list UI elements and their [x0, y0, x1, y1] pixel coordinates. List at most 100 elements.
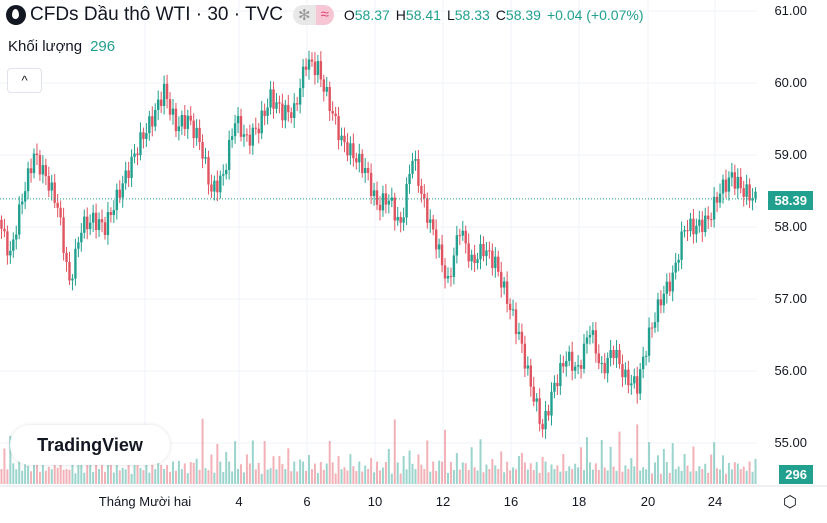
- volume-bar: [417, 454, 420, 484]
- candle-body: [210, 184, 213, 192]
- symbol-title[interactable]: CFDs Dầu thô WTI · 30 · TVC: [30, 4, 284, 25]
- candle-body: [154, 109, 157, 127]
- candle-body: [65, 252, 68, 262]
- volume-bar: [370, 457, 373, 484]
- candle-body: [118, 189, 121, 198]
- volume-bar: [603, 467, 606, 484]
- candle-body: [532, 386, 535, 402]
- volume-bar: [201, 418, 204, 484]
- volume-bar: [293, 461, 296, 484]
- y-tick-label: 60.00: [774, 75, 807, 90]
- candle-body: [579, 365, 583, 369]
- candle-body: [47, 176, 50, 191]
- ohlc-key: H: [395, 7, 406, 23]
- candle-body: [647, 327, 651, 356]
- candle-body: [145, 133, 148, 139]
- candle-body: [12, 239, 15, 251]
- volume-bar: [251, 440, 254, 484]
- candle-body: [251, 127, 255, 146]
- volume-bar: [373, 472, 376, 484]
- market-status-icon[interactable]: ✻: [293, 5, 316, 25]
- candle-body: [695, 225, 698, 235]
- candle-body: [295, 103, 299, 105]
- volume-bar: [535, 461, 538, 484]
- tradingview-logo[interactable]: TradingView: [10, 425, 170, 465]
- volume-bar: [340, 469, 343, 484]
- volume-bar: [157, 460, 160, 484]
- volume-bar: [376, 461, 379, 484]
- candle-body: [588, 334, 592, 338]
- candle-body: [461, 230, 464, 236]
- candle-body: [378, 204, 382, 211]
- candle-body: [520, 331, 524, 344]
- volume-bar: [281, 463, 284, 484]
- candle-body: [162, 83, 166, 106]
- candle-body: [429, 219, 432, 223]
- ohlc-key: C: [495, 7, 506, 23]
- volume-bar: [565, 471, 568, 484]
- candle-body: [186, 115, 189, 129]
- volume-bar: [432, 461, 435, 484]
- volume-bar: [364, 465, 367, 484]
- status-pills[interactable]: ✻ ≈: [293, 5, 334, 25]
- candle-body: [638, 369, 642, 394]
- candle-body: [680, 231, 683, 260]
- candle-body: [340, 135, 343, 141]
- candle-body: [6, 231, 9, 256]
- candle-body: [115, 189, 119, 211]
- volume-bar: [577, 467, 580, 484]
- volume-bar: [438, 460, 441, 484]
- volume-bar: [497, 469, 500, 484]
- candle-body: [473, 254, 476, 264]
- candle-body: [550, 391, 553, 416]
- candle-body: [151, 116, 154, 127]
- volume-bar: [272, 456, 275, 484]
- candle-body: [650, 327, 654, 329]
- volume-bar: [47, 466, 50, 484]
- x-tick-label: 16: [503, 494, 519, 509]
- volume-bar: [748, 461, 751, 484]
- volume-bar: [325, 463, 328, 484]
- volume-bar: [476, 470, 479, 484]
- volume-bar: [234, 441, 237, 484]
- candle-body: [686, 230, 689, 232]
- volume-bar: [302, 461, 305, 484]
- volume-bar: [710, 454, 713, 484]
- volume-bar: [18, 461, 21, 484]
- x-tick-label: 24: [707, 494, 723, 509]
- chart-settings-icon[interactable]: ⬡: [783, 494, 797, 511]
- volume-bar: [724, 473, 727, 484]
- volume-bar: [127, 462, 130, 484]
- volume-bar: [266, 469, 269, 484]
- volume-bar: [248, 463, 251, 484]
- volume-bar: [378, 470, 381, 484]
- candle-body: [748, 184, 751, 201]
- volume-bar: [183, 463, 186, 484]
- candle-body: [20, 201, 24, 205]
- candle-body: [349, 143, 352, 156]
- candle-body: [440, 244, 444, 266]
- candle-body: [739, 176, 742, 189]
- volume-bar: [494, 465, 497, 484]
- volume-bar: [219, 461, 222, 484]
- candle-body: [698, 219, 701, 226]
- ohlc-value: 58.37: [354, 7, 390, 23]
- candle-body: [278, 102, 281, 104]
- volume-bar: [109, 464, 112, 484]
- volume-bar: [426, 440, 429, 484]
- volume-bar: [411, 463, 414, 484]
- volume-value: 296: [90, 38, 116, 55]
- candle-body: [399, 217, 402, 223]
- volume-bar: [284, 469, 287, 484]
- collapse-legend-button[interactable]: ^: [7, 68, 42, 93]
- x-tick-label: 10: [367, 494, 383, 509]
- volume-bar: [169, 471, 172, 484]
- data-delay-icon[interactable]: ≈: [315, 5, 334, 25]
- candle-body: [168, 99, 172, 115]
- candle-body: [284, 105, 287, 121]
- candle-body: [633, 376, 636, 384]
- volume-bar: [529, 463, 532, 484]
- volume-bar: [231, 471, 234, 484]
- volume-bar: [585, 437, 588, 484]
